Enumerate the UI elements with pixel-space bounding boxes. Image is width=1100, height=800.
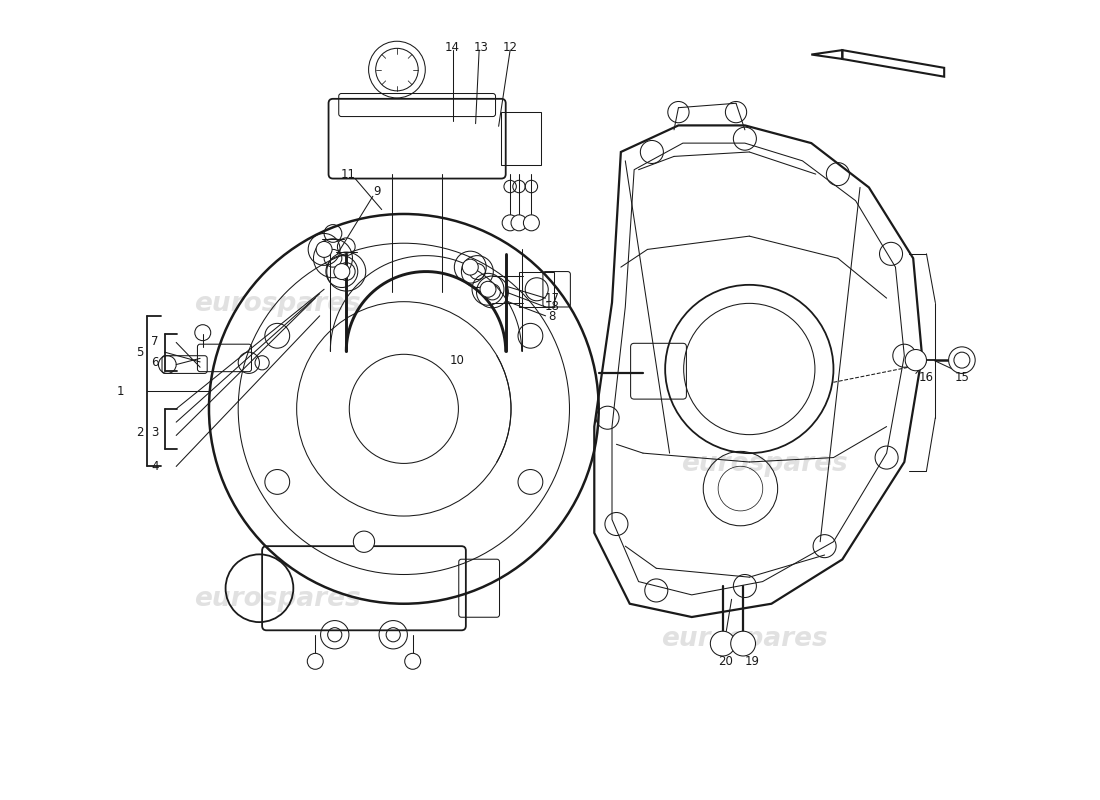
- Circle shape: [730, 631, 756, 656]
- Circle shape: [524, 215, 539, 231]
- Text: eurospares: eurospares: [681, 450, 848, 477]
- Text: 7: 7: [151, 335, 158, 348]
- Circle shape: [711, 631, 735, 656]
- Text: 11: 11: [341, 168, 355, 181]
- Circle shape: [353, 531, 375, 552]
- Text: eurospares: eurospares: [661, 626, 828, 652]
- Text: 8: 8: [548, 310, 556, 323]
- Text: 4: 4: [151, 460, 158, 473]
- Text: eurospares: eurospares: [194, 586, 361, 612]
- Text: 2: 2: [136, 426, 144, 439]
- Circle shape: [480, 282, 496, 298]
- Circle shape: [948, 347, 976, 374]
- Text: eurospares: eurospares: [194, 291, 361, 318]
- Text: 15: 15: [955, 371, 969, 384]
- Text: 10: 10: [450, 354, 464, 366]
- Text: 5: 5: [136, 346, 144, 358]
- Text: 16: 16: [918, 371, 934, 384]
- Circle shape: [512, 215, 527, 231]
- Text: 3: 3: [151, 426, 158, 439]
- Text: 18: 18: [544, 301, 559, 314]
- Text: 19: 19: [745, 655, 759, 668]
- Circle shape: [334, 263, 350, 279]
- Circle shape: [905, 350, 926, 370]
- Text: 20: 20: [718, 655, 733, 668]
- Circle shape: [462, 259, 478, 275]
- Text: 14: 14: [446, 41, 460, 54]
- Circle shape: [503, 215, 518, 231]
- Text: 9: 9: [374, 186, 381, 198]
- Text: 12: 12: [503, 41, 518, 54]
- Circle shape: [316, 242, 332, 258]
- Text: 17: 17: [544, 292, 559, 305]
- Circle shape: [307, 654, 323, 670]
- Circle shape: [405, 654, 420, 670]
- Text: 6: 6: [151, 356, 158, 370]
- Text: 13: 13: [473, 41, 488, 54]
- Text: 1: 1: [117, 385, 124, 398]
